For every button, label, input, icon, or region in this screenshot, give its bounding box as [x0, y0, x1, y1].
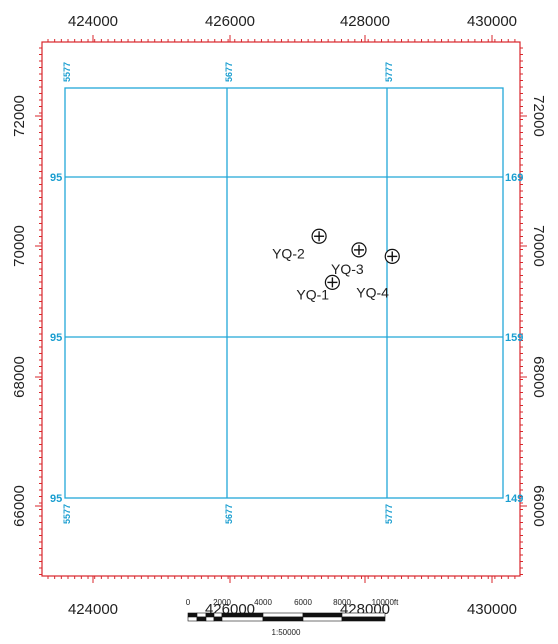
scale-bar-label: 10000ft: [372, 598, 399, 607]
top-axis-labels: 424000 426000 428000 430000: [68, 13, 517, 30]
grid-outline: [64, 87, 504, 499]
scale-bar-labels: 0 2000 4000 6000 8000 10000ft: [186, 598, 399, 607]
grid-label: 95: [50, 172, 62, 184]
well-marker[interactable]: YQ-3: [331, 242, 367, 277]
grid-labels-top: 5577 5677 5777: [62, 62, 394, 82]
grid-labels-left: 95 95 95: [50, 172, 62, 505]
grid-labels-bottom: 5577 5677 5777: [62, 504, 394, 524]
wells-layer: YQ-2 YQ-3 YQ-4 YQ-1: [272, 228, 400, 302]
grid-label: 5777: [384, 504, 394, 524]
x-tick-label: 424000: [68, 601, 118, 618]
x-tick-label: 430000: [467, 601, 517, 618]
well-marker[interactable]: YQ-1: [296, 274, 340, 302]
scale-bar-label: 4000: [254, 598, 272, 607]
scale-bar-label: 6000: [294, 598, 312, 607]
well-marker[interactable]: YQ-4: [356, 248, 400, 300]
grid-label: 95: [50, 493, 62, 505]
y-tick-label: 66000: [11, 485, 28, 527]
frame-ticks: [35, 35, 527, 583]
well-marker[interactable]: YQ-2: [272, 228, 327, 261]
well-label: YQ-4: [356, 284, 389, 300]
scale-bar-segments: [187, 612, 386, 622]
x-tick-label: 426000: [205, 13, 255, 30]
grid-label: 5777: [384, 62, 394, 82]
x-tick-label: 424000: [68, 13, 118, 30]
grid-label: 169: [505, 172, 523, 184]
well-label: YQ-1: [296, 286, 329, 302]
y-tick-label: 72000: [530, 95, 547, 137]
map-frame: [41, 41, 521, 577]
y-tick-label: 68000: [530, 356, 547, 398]
x-tick-label: 430000: [467, 13, 517, 30]
scale-bar: 0 2000 4000 6000 8000 10000ft 1:50000: [186, 598, 399, 637]
y-tick-label: 68000: [11, 356, 28, 398]
right-axis-labels: 72000 70000 68000 66000: [530, 95, 547, 527]
well-label: YQ-3: [331, 261, 364, 277]
x-tick-label: 428000: [340, 13, 390, 30]
grid-label: 5677: [224, 504, 234, 524]
scale-bar-label: 2000: [213, 598, 231, 607]
scale-bar-label: 0: [186, 598, 191, 607]
grid-label: 5677: [224, 62, 234, 82]
y-tick-label: 66000: [530, 485, 547, 527]
grid-label: 149: [505, 493, 523, 505]
grid-lines: [64, 87, 504, 499]
y-tick-label: 70000: [530, 225, 547, 267]
y-tick-label: 72000: [11, 95, 28, 137]
left-axis-labels: 72000 70000 68000 66000: [11, 95, 28, 527]
y-tick-label: 70000: [11, 225, 28, 267]
grid-label: 159: [505, 332, 523, 344]
grid-labels-right: 169 159 149: [505, 172, 523, 505]
scale-bar-label: 8000: [333, 598, 351, 607]
grid-label: 5577: [62, 504, 72, 524]
scale-ratio: 1:50000: [272, 628, 301, 637]
well-label: YQ-2: [272, 245, 305, 261]
grid-label: 5577: [62, 62, 72, 82]
grid-label: 95: [50, 332, 62, 344]
